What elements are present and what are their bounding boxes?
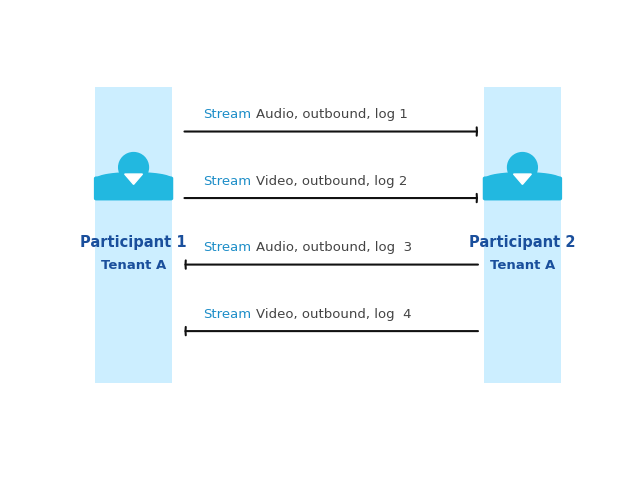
Ellipse shape bbox=[118, 153, 148, 182]
Bar bbox=[95, 87, 172, 383]
Text: Audio, outbound, log  3: Audio, outbound, log 3 bbox=[256, 241, 412, 254]
Polygon shape bbox=[513, 174, 531, 184]
FancyBboxPatch shape bbox=[483, 177, 562, 201]
FancyBboxPatch shape bbox=[94, 177, 173, 201]
Bar bbox=[484, 87, 561, 383]
Text: Stream: Stream bbox=[203, 241, 251, 254]
Text: Participant 2: Participant 2 bbox=[469, 235, 576, 250]
Text: Tenant A: Tenant A bbox=[490, 259, 555, 272]
Text: Video, outbound, log 2: Video, outbound, log 2 bbox=[256, 175, 408, 188]
Text: Stream: Stream bbox=[203, 175, 251, 188]
Text: Stream: Stream bbox=[203, 308, 251, 321]
Polygon shape bbox=[125, 174, 143, 184]
Text: Stream: Stream bbox=[203, 108, 251, 121]
Text: Audio, outbound, log 1: Audio, outbound, log 1 bbox=[256, 108, 408, 121]
Text: Video, outbound, log  4: Video, outbound, log 4 bbox=[256, 308, 412, 321]
Ellipse shape bbox=[508, 153, 538, 182]
Text: Participant 1: Participant 1 bbox=[80, 235, 187, 250]
Text: Tenant A: Tenant A bbox=[101, 259, 166, 272]
